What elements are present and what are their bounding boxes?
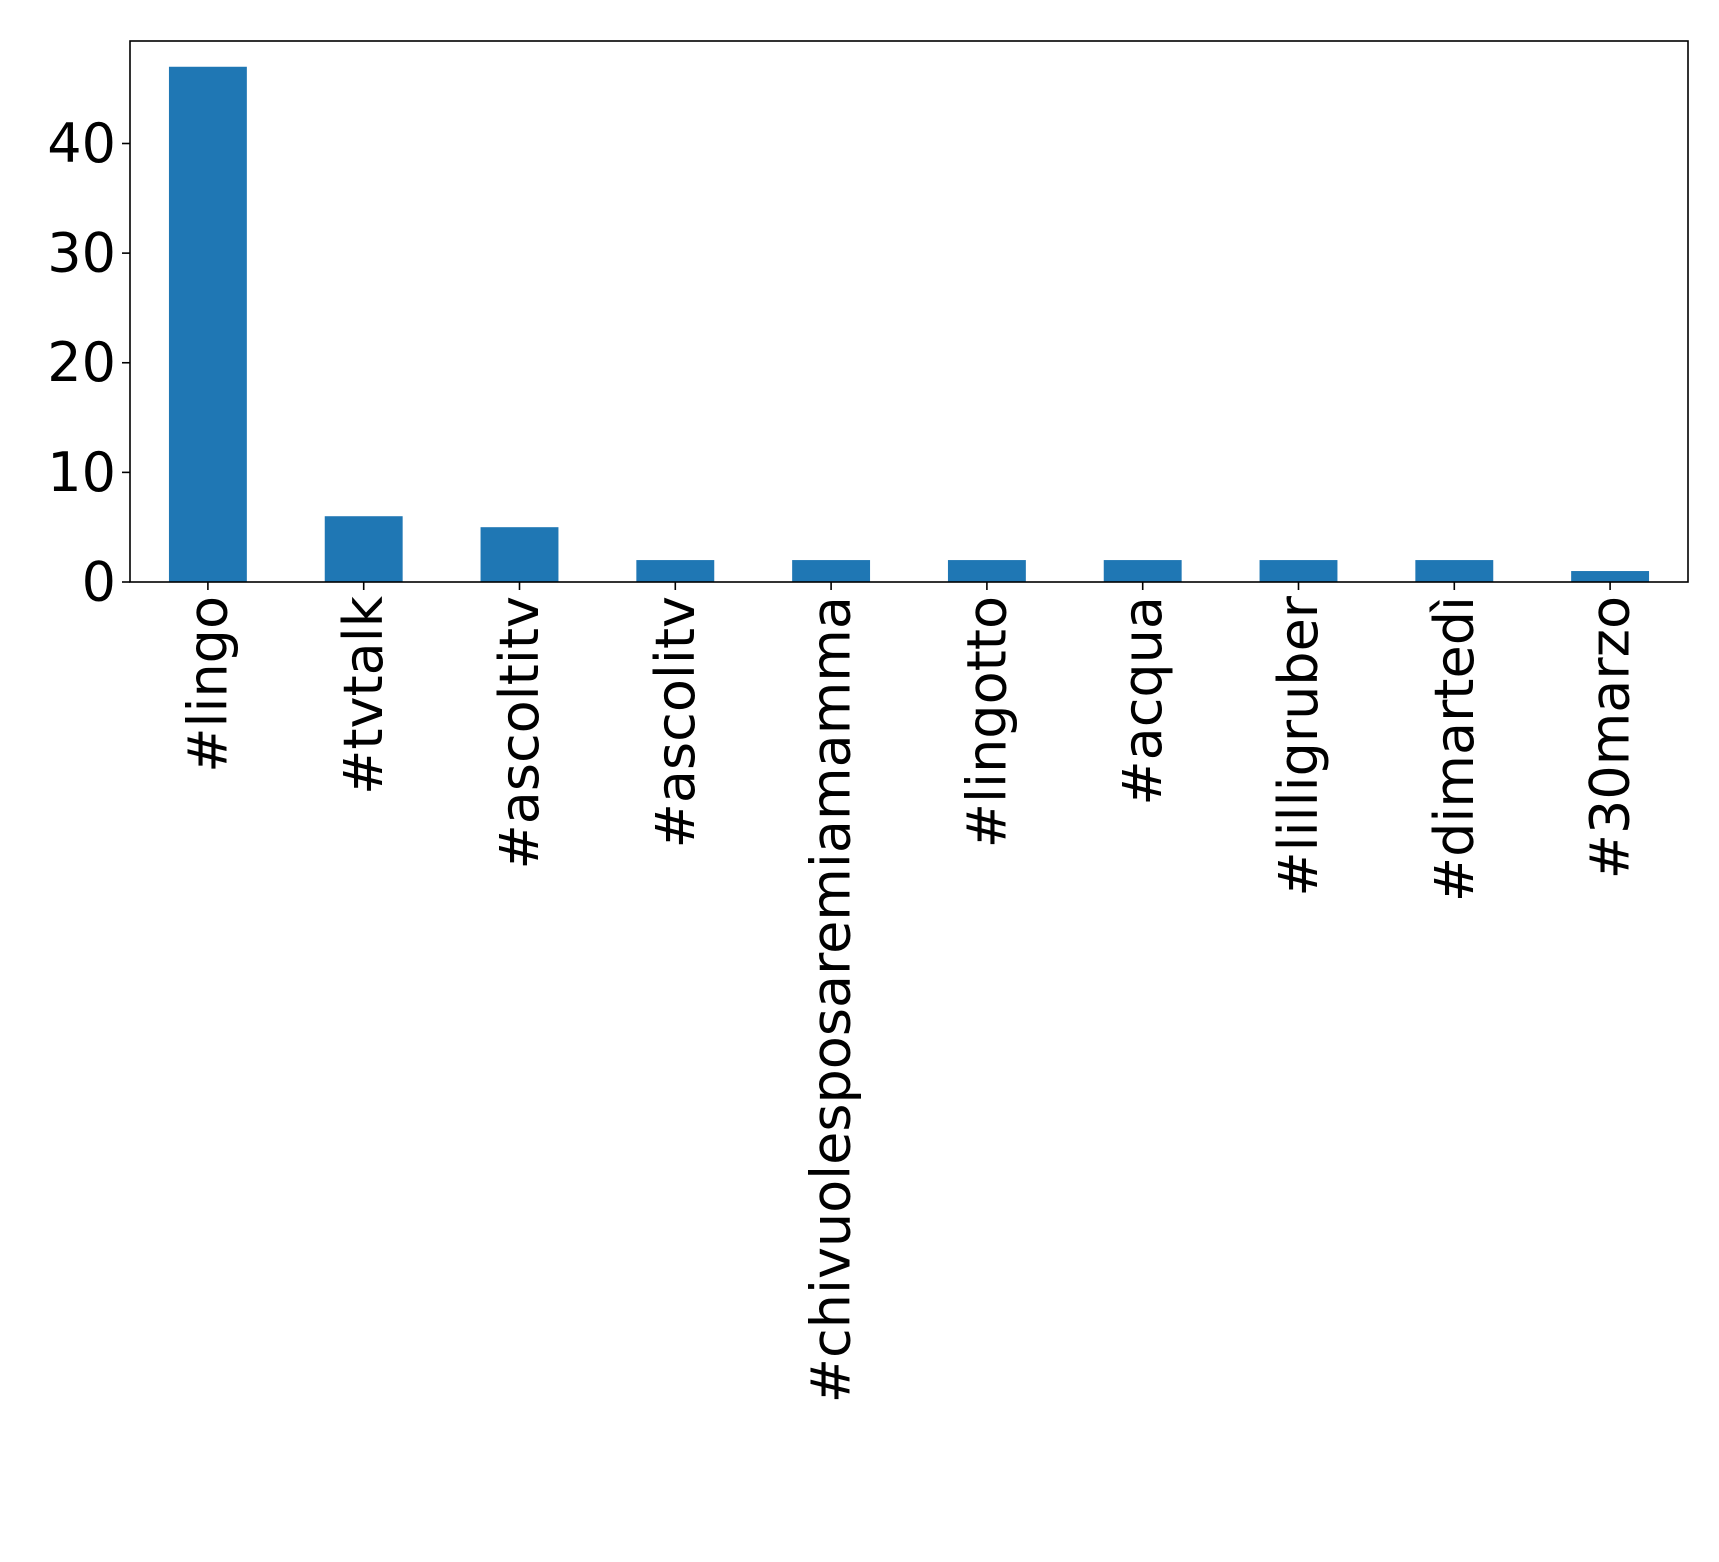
bar [480, 527, 559, 582]
bars-group [168, 66, 1650, 582]
y-tick-label: 20 [47, 331, 116, 394]
bar [1415, 560, 1494, 582]
bar [636, 560, 715, 582]
x-tick-label: #ascolitv [644, 596, 707, 848]
x-tick-label: #chivuolesposaremiamamma [800, 596, 863, 1403]
y-tick-label: 0 [82, 551, 116, 614]
x-tick-label: #lingotto [955, 596, 1018, 848]
bar [792, 560, 871, 582]
bar [1103, 560, 1182, 582]
bar [947, 560, 1026, 582]
y-tick-label: 10 [47, 441, 116, 504]
y-tick-label: 30 [47, 222, 116, 285]
y-axis: 0 10 20 30 40 [47, 112, 130, 614]
bar [324, 516, 403, 582]
bar [1259, 560, 1338, 582]
x-tick-label: #tvtalk [332, 595, 395, 795]
bar [168, 66, 247, 582]
plot-frame [129, 40, 1689, 583]
y-tick-label: 40 [47, 112, 116, 175]
x-axis: #lingo #tvtalk #ascoltitv #ascolitv #chivuol… [176, 582, 1642, 1403]
x-tick-label: #lingo [176, 596, 239, 773]
bar [1571, 571, 1650, 582]
x-tick-label: #lilligruber [1267, 595, 1330, 896]
x-tick-label: #dimartedì [1423, 596, 1486, 902]
x-tick-label: #acqua [1111, 596, 1174, 806]
x-tick-label: #ascoltitv [488, 596, 551, 870]
x-tick-label: #30marzo [1579, 596, 1642, 879]
